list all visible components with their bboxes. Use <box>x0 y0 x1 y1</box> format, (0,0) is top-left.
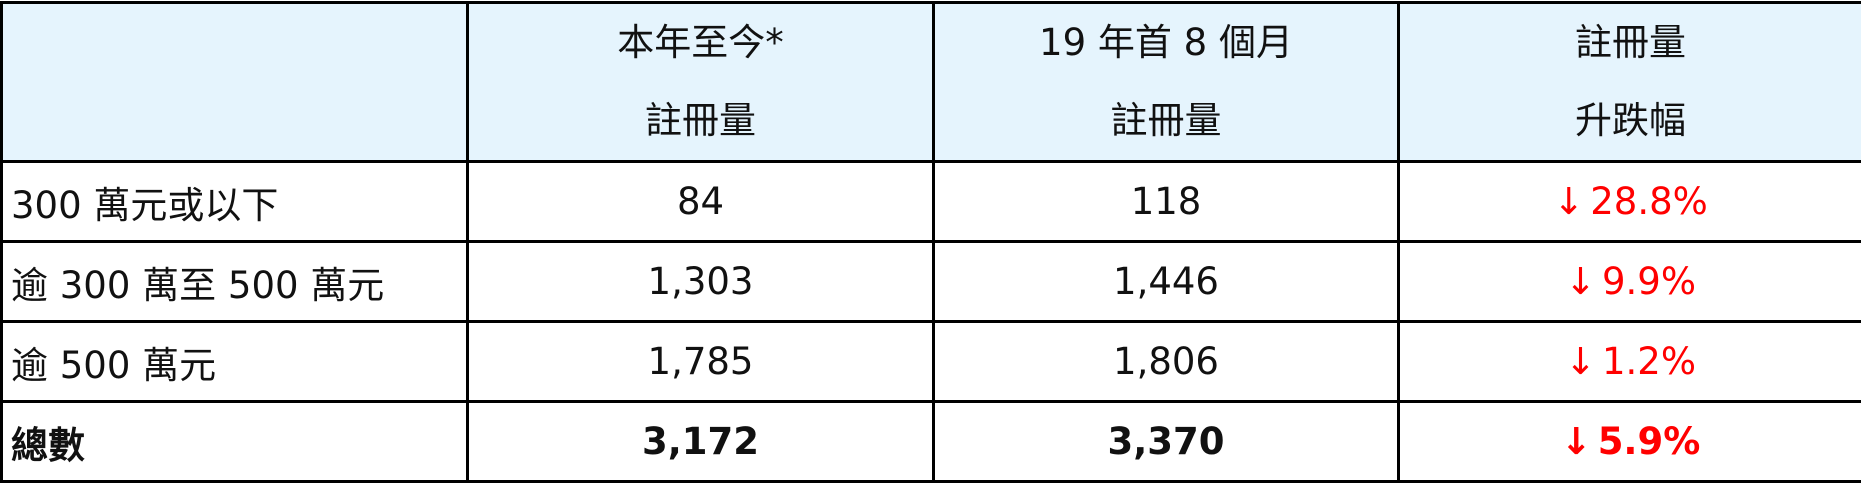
total-row: 總數 3,172 3,370 ↓5.9% <box>2 402 1861 482</box>
header-prev-line2: 註冊量 <box>935 82 1397 160</box>
prev-value: 3,370 <box>934 402 1399 482</box>
change-value: ↓5.9% <box>1399 402 1861 482</box>
change-percent: 9.9% <box>1602 260 1696 303</box>
header-ytd-line1: 本年至今* <box>469 4 932 82</box>
header-prev: 19 年首 8 個月註冊量 <box>934 3 1399 162</box>
header-change-line2: 升跌幅 <box>1400 82 1861 160</box>
ytd-value: 1,785 <box>468 322 934 402</box>
row-label: 總數 <box>2 402 468 482</box>
change-value: ↓28.8% <box>1399 162 1861 242</box>
row-label: 逾 500 萬元 <box>2 322 468 402</box>
table-row: 300 萬元或以下 84 118 ↓28.8% <box>2 162 1861 242</box>
ytd-value: 3,172 <box>468 402 934 482</box>
arrow-down-icon: ↓ <box>1553 180 1584 223</box>
ytd-value: 84 <box>468 162 934 242</box>
prev-value: 1,446 <box>934 242 1399 322</box>
prev-value: 118 <box>934 162 1399 242</box>
arrow-down-icon: ↓ <box>1565 260 1596 303</box>
row-label: 逾 300 萬至 500 萬元 <box>2 242 468 322</box>
table-row: 逾 500 萬元 1,785 1,806 ↓1.2% <box>2 322 1861 402</box>
arrow-down-icon: ↓ <box>1561 420 1592 463</box>
row-label: 300 萬元或以下 <box>2 162 468 242</box>
ytd-value: 1,303 <box>468 242 934 322</box>
change-value: ↓1.2% <box>1399 322 1861 402</box>
header-ytd: 本年至今*註冊量 <box>468 3 934 162</box>
header-empty <box>2 3 468 162</box>
header-change-line1: 註冊量 <box>1400 4 1861 82</box>
change-percent: 5.9% <box>1598 420 1701 463</box>
header-prev-line1: 19 年首 8 個月 <box>935 4 1397 82</box>
header-ytd-line2: 註冊量 <box>469 82 932 160</box>
header-row: 本年至今*註冊量 19 年首 8 個月註冊量 註冊量升跌幅 <box>2 3 1861 162</box>
header-change: 註冊量升跌幅 <box>1399 3 1861 162</box>
table-row: 逾 300 萬至 500 萬元 1,303 1,446 ↓9.9% <box>2 242 1861 322</box>
change-value: ↓9.9% <box>1399 242 1861 322</box>
change-percent: 28.8% <box>1590 180 1708 223</box>
prev-value: 1,806 <box>934 322 1399 402</box>
arrow-down-icon: ↓ <box>1565 340 1596 383</box>
change-percent: 1.2% <box>1602 340 1696 383</box>
